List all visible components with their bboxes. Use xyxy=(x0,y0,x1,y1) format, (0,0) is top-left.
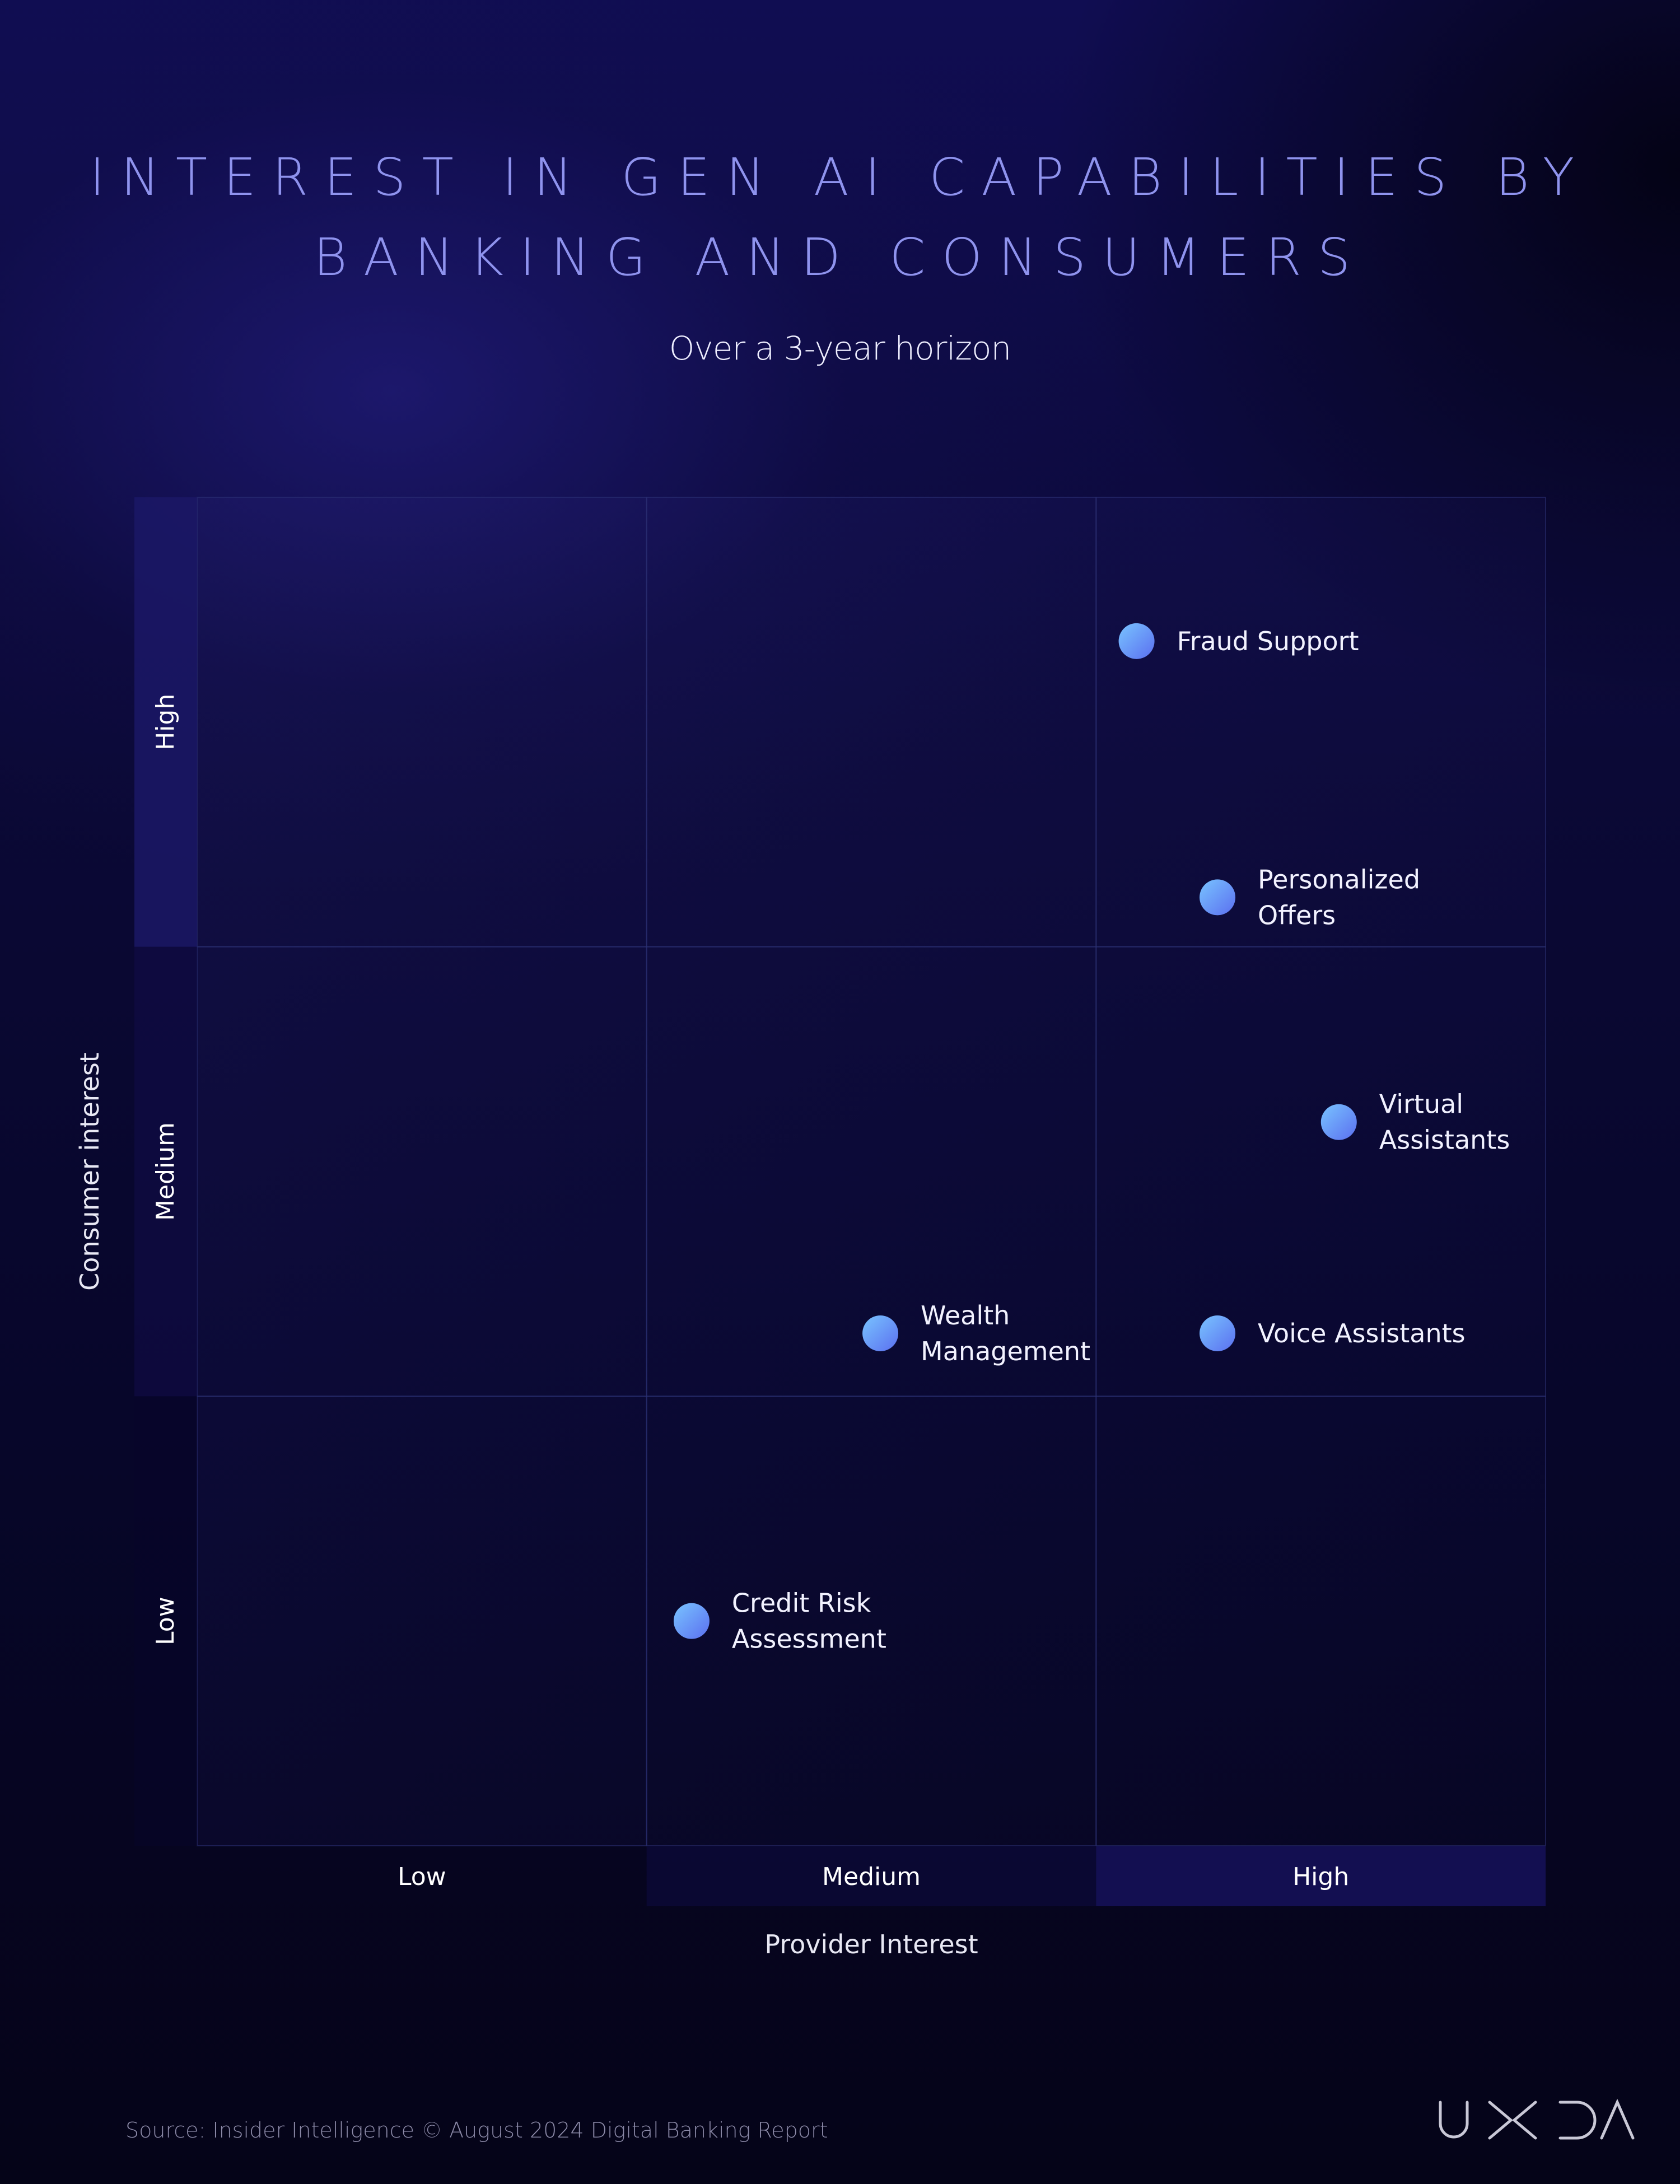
x-category-band xyxy=(646,1846,1096,1906)
x-category-band xyxy=(1096,1846,1546,1906)
x-tick-label: High xyxy=(1292,1863,1349,1891)
data-point: Credit Risk Assessment xyxy=(673,1588,886,1654)
chart-title-line-1: INTEREST IN GEN AI CAPABILITIES BY xyxy=(89,147,1591,207)
y-category-band xyxy=(134,497,197,947)
chart-title-line-2: BANKING AND CONSUMERS xyxy=(313,227,1367,287)
data-point-marker xyxy=(1118,623,1155,659)
plot-area xyxy=(197,497,1547,1846)
axes: Low Medium High Low Medium High Provider Inter… xyxy=(74,497,1546,1959)
data-point-marker xyxy=(862,1315,899,1351)
plot-background xyxy=(197,497,1546,1846)
data-point-marker xyxy=(673,1603,710,1639)
y-axis-label: Consumer interest xyxy=(74,1052,105,1291)
data-point-label: Voice Assistants xyxy=(1258,1318,1466,1348)
data-point-label: Wealth Management xyxy=(921,1300,1090,1366)
data-point-marker xyxy=(1200,879,1236,916)
data-point-marker xyxy=(1320,1104,1357,1140)
x-axis-label: Provider Interest xyxy=(764,1929,978,1959)
data-points: Fraud Support Personalized Offers Virtual As… xyxy=(673,623,1510,1654)
y-tick-label: Low xyxy=(151,1597,180,1645)
data-point: Wealth Management xyxy=(862,1300,1090,1366)
data-point-marker xyxy=(1200,1315,1236,1351)
data-point-label: Credit Risk Assessment xyxy=(732,1588,886,1654)
data-point-label: Fraud Support xyxy=(1177,626,1359,656)
uxda-logo xyxy=(1439,2098,1635,2140)
data-point: Voice Assistants xyxy=(1200,1315,1466,1351)
y-tick-label: High xyxy=(151,694,180,750)
chart-title: INTEREST IN GEN AI CAPABILITIES BY BANKI… xyxy=(0,137,1680,297)
x-tick-label: Low xyxy=(398,1863,446,1891)
y-tick-label: Medium xyxy=(151,1122,180,1221)
data-point: Virtual Assistants xyxy=(1320,1089,1510,1155)
data-point: Fraud Support xyxy=(1118,623,1359,659)
data-point: Personalized Offers xyxy=(1200,864,1420,930)
chart-subtitle: Over a 3-year horizon xyxy=(669,329,1011,367)
y-category-band xyxy=(134,1396,197,1846)
y-category-band xyxy=(134,946,197,1397)
data-point-label: Virtual Assistants xyxy=(1379,1089,1510,1155)
source-note: Source: Insider Intelligence © August 20… xyxy=(125,2118,828,2143)
data-point-label: Personalized Offers xyxy=(1258,864,1420,930)
x-tick-label: Medium xyxy=(822,1863,921,1891)
